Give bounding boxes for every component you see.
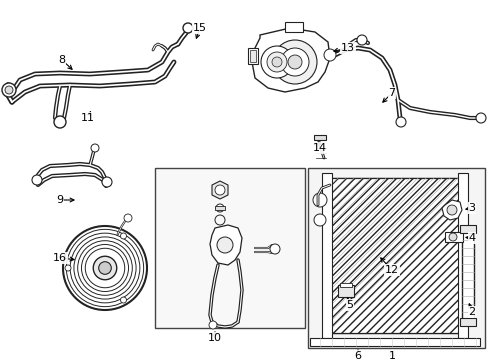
Circle shape xyxy=(183,23,193,33)
Circle shape xyxy=(312,193,326,207)
Text: 9: 9 xyxy=(56,195,63,205)
Bar xyxy=(461,230,473,320)
Bar xyxy=(444,232,462,242)
Text: 11: 11 xyxy=(81,113,95,123)
Bar xyxy=(459,318,475,326)
Circle shape xyxy=(269,244,280,254)
Bar xyxy=(339,283,351,287)
Circle shape xyxy=(91,144,99,152)
Bar xyxy=(215,206,224,210)
Text: 7: 7 xyxy=(387,88,395,98)
Text: 8: 8 xyxy=(59,55,65,65)
Text: 5: 5 xyxy=(346,300,353,310)
Circle shape xyxy=(446,205,456,215)
Text: 4: 4 xyxy=(468,233,475,243)
Bar xyxy=(313,135,325,140)
Circle shape xyxy=(266,52,286,72)
Circle shape xyxy=(216,204,224,212)
Bar xyxy=(249,50,256,62)
Bar xyxy=(321,173,331,338)
Bar xyxy=(155,168,305,328)
Text: 3: 3 xyxy=(468,203,474,213)
Bar xyxy=(329,178,459,333)
Bar xyxy=(337,285,353,297)
Circle shape xyxy=(448,233,456,241)
Text: 2: 2 xyxy=(468,307,475,317)
Circle shape xyxy=(281,48,308,76)
Text: 1: 1 xyxy=(387,351,395,360)
Circle shape xyxy=(65,265,71,271)
Circle shape xyxy=(208,321,217,329)
Text: 12: 12 xyxy=(384,265,398,275)
Text: 6: 6 xyxy=(354,351,361,360)
Bar xyxy=(329,178,459,333)
Circle shape xyxy=(102,177,112,187)
Text: 16: 16 xyxy=(53,253,67,263)
Polygon shape xyxy=(251,28,329,92)
Text: 13: 13 xyxy=(340,43,354,53)
Bar xyxy=(307,168,484,348)
Circle shape xyxy=(120,297,126,303)
Polygon shape xyxy=(209,225,242,265)
Text: 15: 15 xyxy=(193,23,206,33)
Circle shape xyxy=(261,46,292,78)
Circle shape xyxy=(120,233,126,239)
Circle shape xyxy=(32,175,42,185)
Polygon shape xyxy=(441,200,461,220)
Circle shape xyxy=(2,83,16,97)
Circle shape xyxy=(217,237,232,253)
Circle shape xyxy=(99,262,111,274)
Text: 10: 10 xyxy=(207,333,222,343)
Polygon shape xyxy=(212,181,227,199)
Bar xyxy=(285,22,303,32)
Circle shape xyxy=(272,40,316,84)
Circle shape xyxy=(93,256,117,280)
Circle shape xyxy=(54,116,66,128)
Circle shape xyxy=(215,185,224,195)
Circle shape xyxy=(271,57,282,67)
Circle shape xyxy=(63,226,147,310)
Circle shape xyxy=(395,117,405,127)
Bar xyxy=(457,173,467,338)
Circle shape xyxy=(356,35,366,45)
Circle shape xyxy=(475,113,485,123)
Text: 14: 14 xyxy=(312,143,326,153)
Bar xyxy=(309,338,479,346)
Circle shape xyxy=(5,86,13,94)
Bar xyxy=(459,225,475,233)
Circle shape xyxy=(287,55,302,69)
Circle shape xyxy=(124,214,132,222)
Circle shape xyxy=(313,214,325,226)
Bar xyxy=(247,48,258,64)
Circle shape xyxy=(324,49,335,61)
